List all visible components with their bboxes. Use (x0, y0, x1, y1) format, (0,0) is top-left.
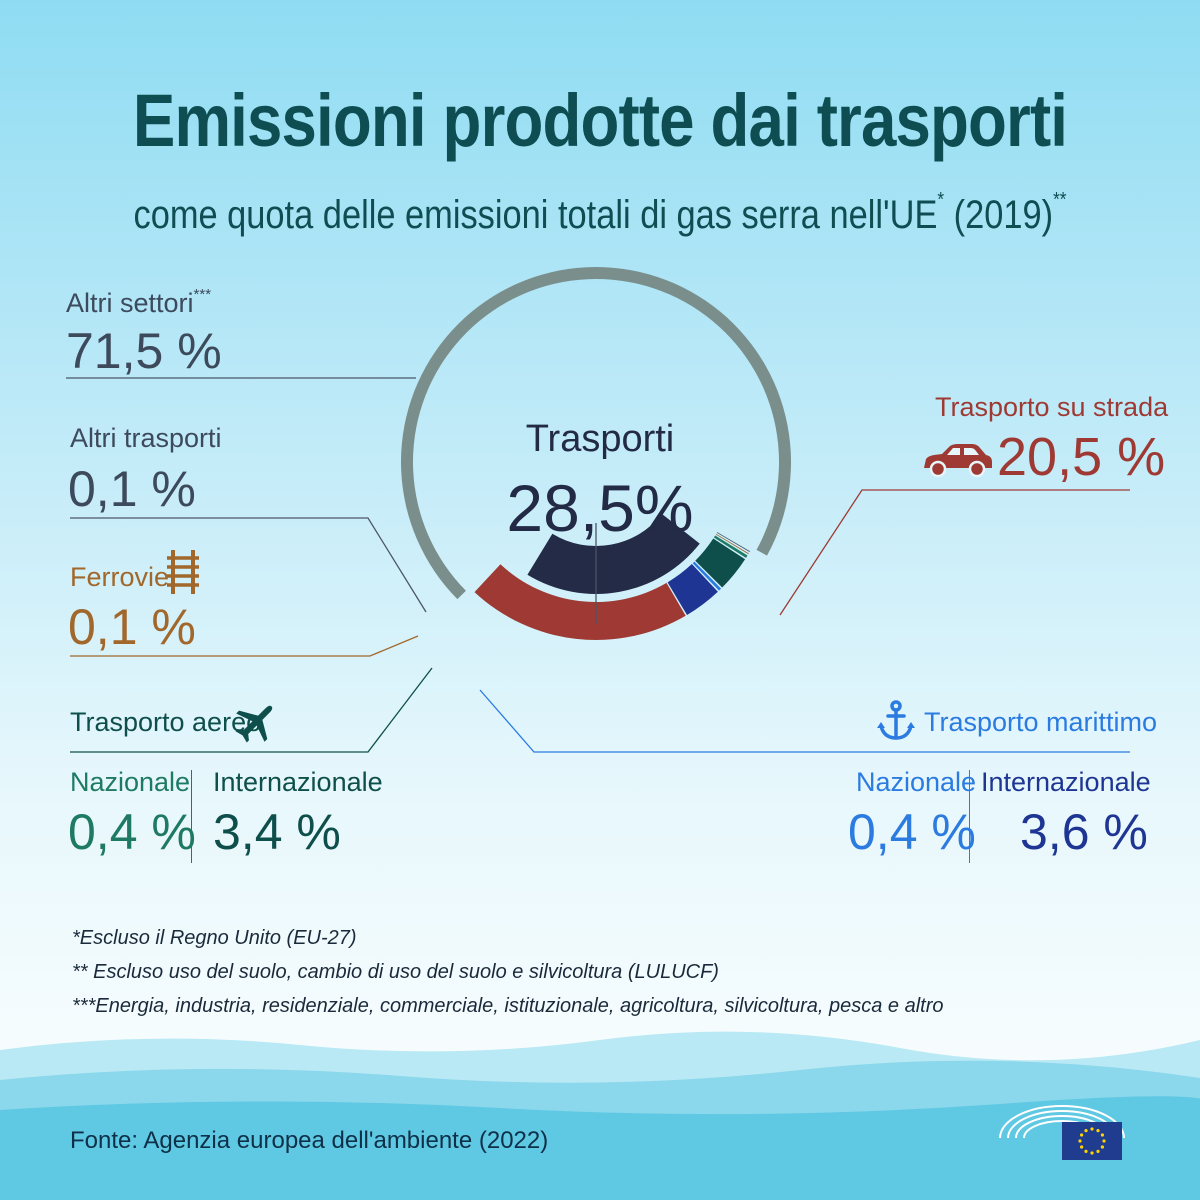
slice-altri-settori (400, 267, 791, 600)
label-aereo-nazionale: Nazionale (70, 767, 191, 797)
eu-star-icon (1084, 1129, 1088, 1133)
eu-star-icon (1100, 1145, 1104, 1149)
value-aereo-internazionale: 3,4 % (213, 804, 341, 860)
eu-star-icon (1090, 1151, 1094, 1155)
value-altri-trasporti: 0,1 % (68, 461, 196, 517)
label-marittimo-nazionale: Nazionale (856, 767, 977, 797)
wave-background (0, 1031, 1200, 1200)
label-marittimo-internazionale: Internazionale (981, 767, 1151, 797)
leader-marittimo (479, 689, 1130, 753)
car-icon (924, 444, 992, 478)
eu-star-icon (1090, 1127, 1094, 1131)
center-label: Trasporti (525, 418, 675, 460)
page-title: Emissioni prodotte dai trasporti (132, 79, 1068, 162)
slice-marittimo-nazionale (692, 561, 722, 591)
label-strada: Trasporto su strada (935, 392, 1169, 422)
label-altri-settori-name: Altri settori (66, 288, 194, 318)
eu-star-icon (1078, 1139, 1082, 1143)
eu-star-icon (1102, 1139, 1106, 1143)
slice-altri-trasporti (716, 532, 751, 552)
eu-star-icon (1080, 1133, 1084, 1137)
footnote-1: *Escluso il Regno Unito (EU-27) (72, 927, 357, 949)
anchor-icon (877, 700, 915, 740)
slice-trasporti-totale (527, 513, 700, 594)
label-altri-settori: Altri settori*** (66, 286, 212, 319)
label-altri-trasporti: Altri trasporti (70, 423, 222, 453)
leader-altri-trasporti (70, 517, 427, 613)
value-aereo-nazionale: 0,4 % (68, 804, 196, 860)
divider-marittimo (969, 770, 970, 863)
slice-aereo-nazionale (713, 535, 748, 558)
label-aereo-internazionale: Internazionale (213, 767, 383, 797)
eu-star-icon (1084, 1149, 1088, 1153)
slice-marittimo-internazionale (667, 564, 718, 615)
value-marittimo-internazionale: 3,6 % (1020, 804, 1148, 860)
value-marittimo-nazionale: 0,4 % (848, 804, 976, 860)
subtitle-footnote-mark-1: * (937, 189, 945, 211)
leader-aereo (70, 667, 433, 753)
slice-strada (474, 564, 686, 640)
divider-aereo (191, 770, 192, 863)
center-value: 28,5% (506, 471, 694, 545)
value-strada: 20,5 % (997, 427, 1166, 487)
eu-star-icon (1096, 1149, 1100, 1153)
subtitle-text: come quota delle emissioni totali di gas… (133, 193, 938, 237)
footnote-3: ***Energia, industria, residenziale, com… (72, 995, 944, 1017)
footnote-2: ** Escluso uso del suolo, cambio di uso … (72, 961, 719, 983)
eu-star-icon (1080, 1145, 1084, 1149)
airplane-icon (235, 705, 273, 743)
railway-icon (167, 550, 199, 594)
label-ferrovie: Ferrovie (70, 562, 170, 592)
value-ferrovie: 0,1 % (68, 599, 196, 655)
page-subtitle: come quota delle emissioni totali di gas… (84, 189, 1116, 238)
leader-ferrovie (70, 635, 419, 657)
source-note: Fonte: Agenzia europea dell'ambiente (20… (70, 1127, 549, 1154)
european-parliament-logo (999, 1105, 1125, 1160)
leader-strada (779, 489, 1130, 616)
label-marittimo: Trasporto marittimo (924, 707, 1158, 737)
value-altri-settori: 71,5 % (66, 323, 222, 379)
eu-star-icon (1096, 1129, 1100, 1133)
slice-ferrovie (715, 533, 749, 555)
label-altri-settori-mark: *** (193, 286, 212, 303)
slice-aereo-internazionale (695, 538, 746, 588)
subtitle-footnote-mark-2: ** (1053, 189, 1067, 211)
label-aereo: Trasporto aereo (70, 707, 262, 737)
eu-star-icon (1100, 1133, 1104, 1137)
subtitle-year: (2019) (953, 193, 1054, 237)
